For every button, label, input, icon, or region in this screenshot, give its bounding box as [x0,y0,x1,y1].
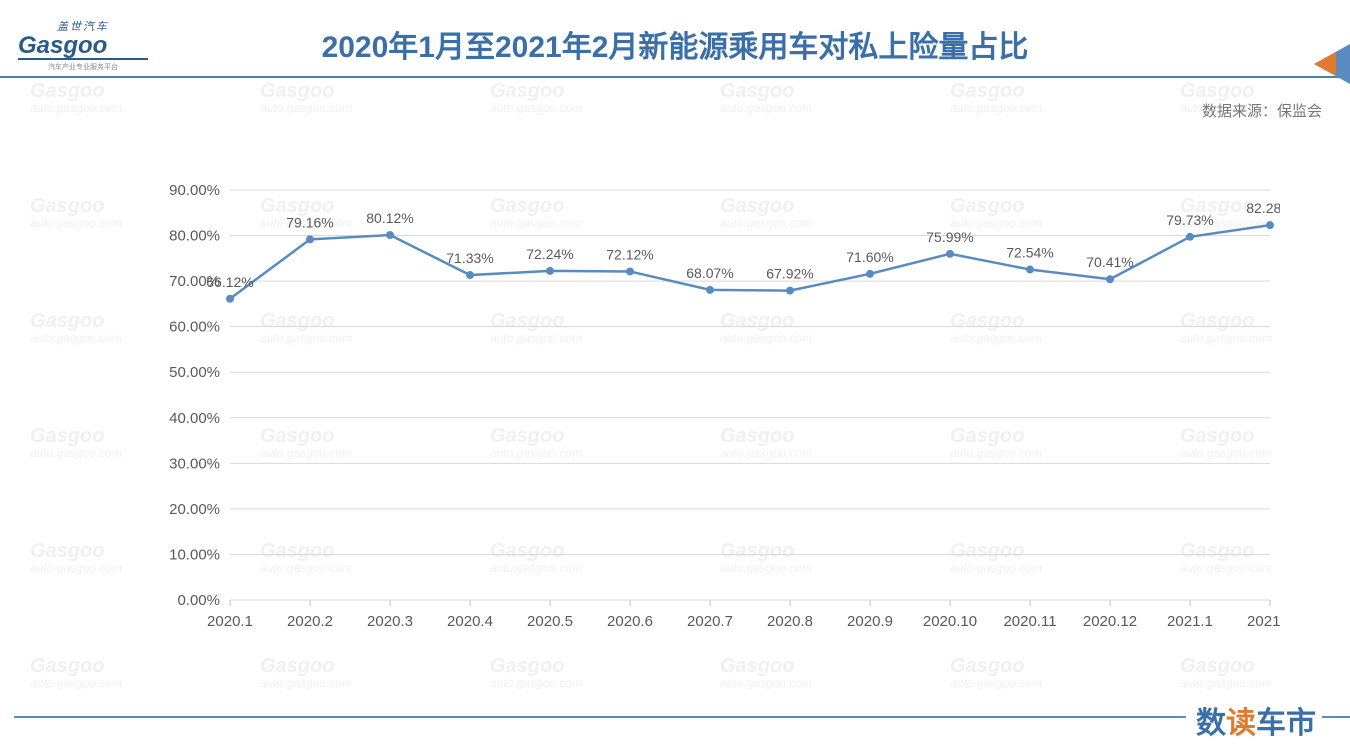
svg-text:60.00%: 60.00% [169,319,220,336]
svg-text:82.28%: 82.28% [1246,200,1280,216]
watermark: Gasgooauto.gasgoo.com [720,655,812,690]
svg-text:2020.11: 2020.11 [1003,613,1056,630]
watermark: Gasgooauto.gasgoo.com [260,655,352,690]
svg-text:70.41%: 70.41% [1086,254,1133,270]
page-title: 2020年1月至2021年2月新能源乘用车对私上险量占比 [0,0,1350,66]
line-chart: 0.00% 10.00% 20.00% 30.00% 40.00% 50.00% 60.00… [160,180,1280,640]
svg-text:72.54%: 72.54% [1006,245,1053,261]
svg-text:67.92%: 67.92% [766,266,813,282]
gasgoo-logo: 盖世汽车 Gasgoo 汽车产业专业服务平台 [18,18,148,68]
svg-text:75.99%: 75.99% [926,229,973,245]
svg-text:2021.2: 2021.2 [1247,613,1280,630]
svg-text:68.07%: 68.07% [686,265,733,281]
watermark: Gasgooauto.gasgoo.com [1180,655,1272,690]
watermark: Gasgooauto.gasgoo.com [950,655,1042,690]
svg-text:20.00%: 20.00% [169,501,220,518]
watermark: Gasgooauto.gasgoo.com [30,195,122,230]
svg-text:79.73%: 79.73% [1166,212,1213,228]
svg-text:80.00%: 80.00% [169,228,220,245]
svg-text:71.33%: 71.33% [446,250,493,266]
footer-brand: 数读车市 [1186,698,1322,742]
svg-text:2020.9: 2020.9 [847,613,893,630]
svg-text:40.00%: 40.00% [169,410,220,427]
logo-main-text: Gasgoo [18,34,148,60]
logo-sub-text: 汽车产业专业服务平台 [18,62,148,72]
footer-brand-part1: 数 [1196,707,1226,740]
watermark: Gasgooauto.gasgoo.com [950,80,1042,115]
svg-text:2020.5: 2020.5 [527,613,573,630]
svg-text:2020.6: 2020.6 [607,613,653,630]
svg-text:79.16%: 79.16% [286,214,333,230]
svg-text:90.00%: 90.00% [169,182,220,199]
watermark: Gasgooauto.gasgoo.com [30,540,122,575]
svg-text:71.60%: 71.60% [846,249,893,265]
footer-brand-part2: 读 [1226,707,1256,740]
svg-text:66.12%: 66.12% [206,274,253,290]
watermark: Gasgooauto.gasgoo.com [490,80,582,115]
svg-text:2020.7: 2020.7 [687,613,733,630]
footer-brand-part3: 车市 [1256,707,1316,740]
svg-text:2020.10: 2020.10 [923,613,977,630]
svg-text:2020.1: 2020.1 [207,613,253,630]
watermark: Gasgooauto.gasgoo.com [260,80,352,115]
svg-text:0.00%: 0.00% [177,592,220,609]
data-source-label: 数据来源：保监会 [1202,100,1322,121]
corner-arrow-icon [1300,44,1350,84]
watermark: Gasgooauto.gasgoo.com [30,425,122,460]
svg-text:72.24%: 72.24% [526,246,573,262]
svg-text:2020.2: 2020.2 [287,613,333,630]
svg-text:10.00%: 10.00% [169,546,220,563]
svg-text:2020.4: 2020.4 [447,613,493,630]
svg-text:72.12%: 72.12% [606,246,653,262]
svg-text:2020.3: 2020.3 [367,613,413,630]
svg-text:30.00%: 30.00% [169,455,220,472]
watermark: Gasgooauto.gasgoo.com [490,655,582,690]
svg-text:2021.1: 2021.1 [1167,613,1213,630]
watermark: Gasgooauto.gasgoo.com [30,80,122,115]
header: 盖世汽车 Gasgoo 汽车产业专业服务平台 2020年1月至2021年2月新能… [0,0,1350,78]
watermark: Gasgooauto.gasgoo.com [30,310,122,345]
svg-text:50.00%: 50.00% [169,364,220,381]
watermark: Gasgooauto.gasgoo.com [30,655,122,690]
svg-text:2020.8: 2020.8 [767,613,813,630]
watermark: Gasgooauto.gasgoo.com [720,80,812,115]
svg-text:80.12%: 80.12% [366,210,413,226]
svg-text:2020.12: 2020.12 [1083,613,1137,630]
footer-divider [14,716,1350,718]
